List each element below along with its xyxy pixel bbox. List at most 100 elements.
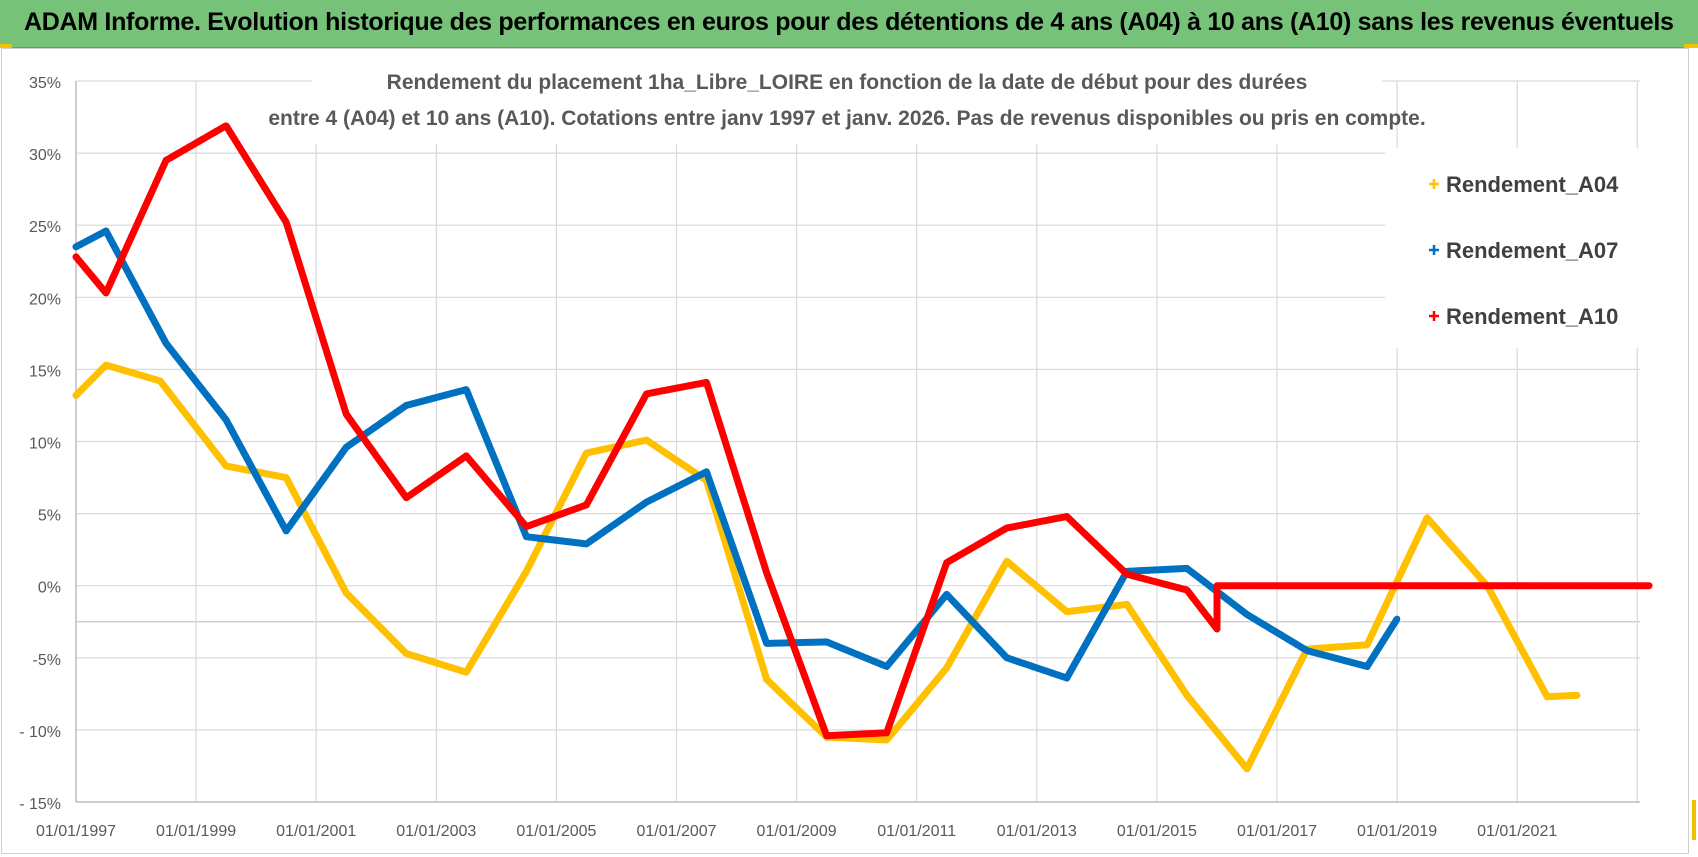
y-tick-label: 15% [29,363,61,380]
data-point-rendement_a07 [282,527,290,535]
x-tick-label: 01/01/2009 [757,823,837,840]
legend-marker-rendement_a10 [1429,311,1439,321]
series-line-rendement_a04 [72,361,1581,773]
data-point-rendement_a10 [1213,582,1221,589]
corner-mark-bottom-right [1692,800,1696,840]
data-point-rendement_a10 [162,157,170,164]
data-point-rendement_a07 [943,591,950,598]
data-point-rendement_a07 [1063,674,1071,682]
data-point-rendement_a10 [1183,586,1191,594]
data-point-rendement_a10 [1213,625,1221,633]
data-point-rendement_a04 [1544,693,1551,700]
data-point-rendement_a10 [703,379,710,386]
data-point-rendement_a07 [763,640,770,647]
page-title: ADAM Informe. Evolution historique des p… [24,8,1674,36]
data-point-rendement_a04 [763,676,770,683]
grid-layer [75,80,1640,803]
data-point-rendement_a04 [156,377,164,385]
data-point-rendement_a04 [643,436,650,444]
data-point-rendement_a10 [72,253,80,261]
data-point-rendement_a10 [943,559,950,566]
data-point-rendement_a04 [1574,692,1581,699]
data-point-rendement_a07 [343,444,350,451]
chart-title-line-1: Rendement du placement 1ha_Libre_LOIRE e… [387,71,1308,94]
data-point-rendement_a07 [583,540,590,548]
data-point-rendement_a10 [403,494,410,501]
x-tick-label: 01/01/2015 [1117,823,1197,840]
data-point-rendement_a07 [1363,663,1371,670]
data-point-rendement_a10 [1646,582,1653,589]
x-tick-label: 01/01/2017 [1237,823,1317,840]
data-point-rendement_a10 [583,501,590,509]
x-tick-label: 01/01/2005 [516,823,596,840]
corner-mark-top-right [1684,44,1698,48]
legend-marker-rendement_a04 [1429,179,1439,189]
data-point-rendement_a07 [1393,615,1401,623]
y-tick-label: 25% [29,219,61,236]
data-point-rendement_a10 [763,569,770,576]
y-tick-label: - 15% [19,796,61,813]
data-point-rendement_a07 [222,416,230,424]
data-point-rendement_a07 [1003,654,1010,661]
data-point-rendement_a10 [823,732,830,739]
data-point-rendement_a04 [583,449,590,457]
data-point-rendement_a10 [883,729,890,736]
y-tick-label: 20% [29,291,61,308]
data-point-rendement_a10 [1063,513,1071,520]
data-point-rendement_a10 [643,390,650,398]
data-point-rendement_a07 [643,498,650,506]
data-point-rendement_a10 [463,452,470,460]
data-point-rendement_a04 [463,669,470,676]
y-tick-label: 5% [38,508,61,525]
data-point-rendement_a10 [1003,524,1010,532]
corner-mark-top-left [0,44,12,48]
chart-title-line-2: entre 4 (A04) et 10 ans (A10). Cotations… [268,107,1425,130]
y-tick-label: - 10% [19,724,61,741]
series-line-rendement_a07 [72,227,1401,682]
chart-frame [1,48,1689,854]
x-tick-label: 01/01/2013 [997,823,1077,840]
data-point-rendement_a07 [1243,611,1251,618]
series-layer [72,122,1653,773]
y-tick-label: 35% [29,75,61,92]
data-point-rendement_a07 [72,243,80,251]
legend-background [1385,148,1643,348]
data-point-rendement_a07 [883,663,890,670]
y-tick-label: 0% [38,580,61,597]
data-point-rendement_a04 [1063,608,1071,615]
data-point-rendement_a04 [943,664,950,672]
data-point-rendement_a10 [102,289,110,297]
data-point-rendement_a04 [1003,557,1010,565]
x-tick-label: 01/01/2007 [636,823,716,840]
x-tick-label: 01/01/2021 [1477,823,1557,840]
data-point-rendement_a07 [523,533,530,540]
x-tick-label: 01/01/1997 [36,823,116,840]
legend-marker-rendement_a07 [1429,245,1439,255]
data-point-rendement_a04 [1183,692,1191,699]
data-point-rendement_a04 [343,589,350,597]
chart-title-background [312,58,1382,144]
legend-label-rendement_a07: Rendement_A07 [1446,238,1618,263]
data-point-rendement_a07 [703,468,710,475]
data-point-rendement_a04 [72,392,80,399]
data-point-rendement_a04 [102,361,110,369]
data-point-rendement_a04 [523,568,530,575]
legend-label-rendement_a10: Rendement_A10 [1446,304,1618,329]
x-tick-label: 01/01/2011 [877,823,956,840]
x-tick-label: 01/01/2019 [1357,823,1437,840]
data-point-rendement_a10 [282,219,290,226]
data-point-rendement_a04 [1363,641,1371,649]
data-point-rendement_a07 [463,386,470,393]
data-point-rendement_a04 [1243,765,1251,773]
axis-layer: 35% 30% 25% 20% 15% 10% 5% 0% -5% - 10% - 15% 01/01… [19,75,1640,840]
data-point-rendement_a07 [1303,647,1311,654]
x-tick-label: 01/01/2001 [276,823,356,840]
y-tick-label: 10% [29,436,61,453]
data-point-rendement_a04 [282,474,290,481]
x-tick-label: 01/01/1999 [156,823,236,840]
legend-label-rendement_a04: Rendement_A04 [1446,172,1619,197]
data-point-rendement_a07 [823,638,830,646]
data-point-rendement_a04 [222,462,230,470]
data-point-rendement_a07 [403,402,410,409]
